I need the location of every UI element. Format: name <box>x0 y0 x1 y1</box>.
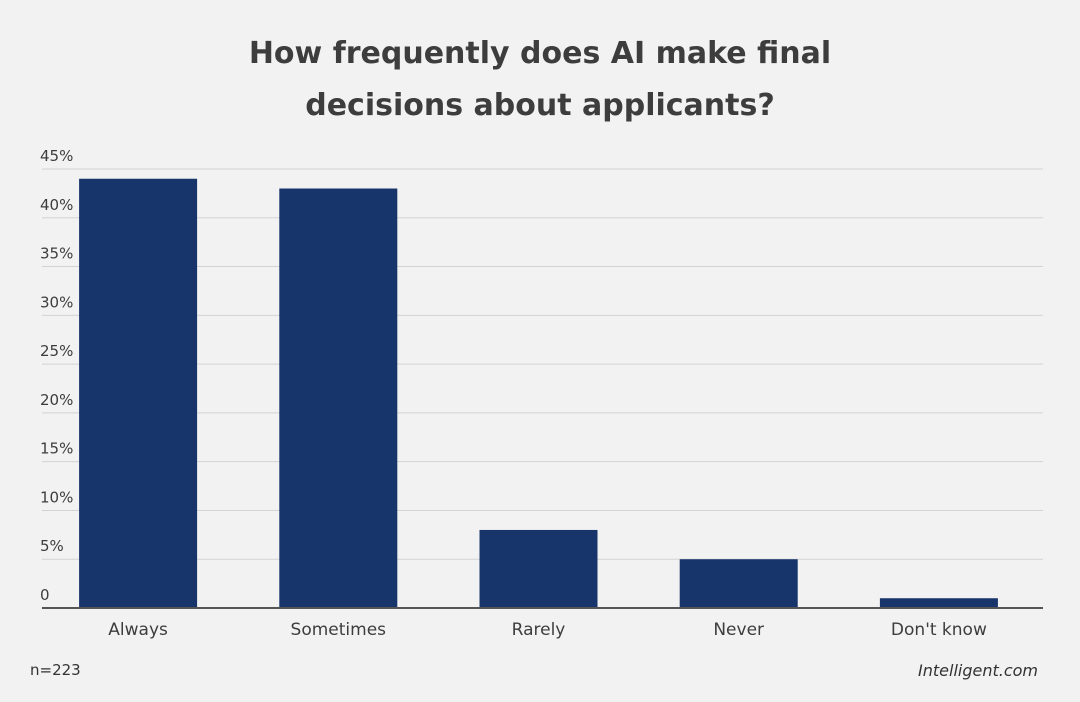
x-tick-label: Don't know <box>891 620 987 640</box>
y-tick-label: 35% <box>40 245 73 263</box>
y-tick-label: 5% <box>40 537 64 555</box>
bar <box>279 188 398 608</box>
y-tick-label: 45% <box>40 147 73 165</box>
bar <box>679 559 798 608</box>
y-tick-label: 25% <box>40 342 73 360</box>
y-tick-label: 40% <box>40 196 73 214</box>
x-tick-label: Always <box>108 620 168 640</box>
x-tick-label: Never <box>713 620 764 640</box>
y-tick-label: 30% <box>40 293 73 311</box>
sample-size-note: n=223 <box>30 661 81 679</box>
brand-label: Intelligent.com <box>918 661 1038 680</box>
x-tick-label: Rarely <box>512 620 566 640</box>
y-tick-label: 0 <box>40 586 50 604</box>
y-tick-label: 15% <box>40 440 73 458</box>
y-tick-label: 10% <box>40 488 73 506</box>
bar <box>879 598 998 608</box>
bar <box>79 178 198 608</box>
y-tick-label: 20% <box>40 391 73 409</box>
chart-title: How frequently does AI make final decisi… <box>248 36 832 123</box>
bar <box>479 529 598 608</box>
x-tick-label: Sometimes <box>291 620 387 640</box>
